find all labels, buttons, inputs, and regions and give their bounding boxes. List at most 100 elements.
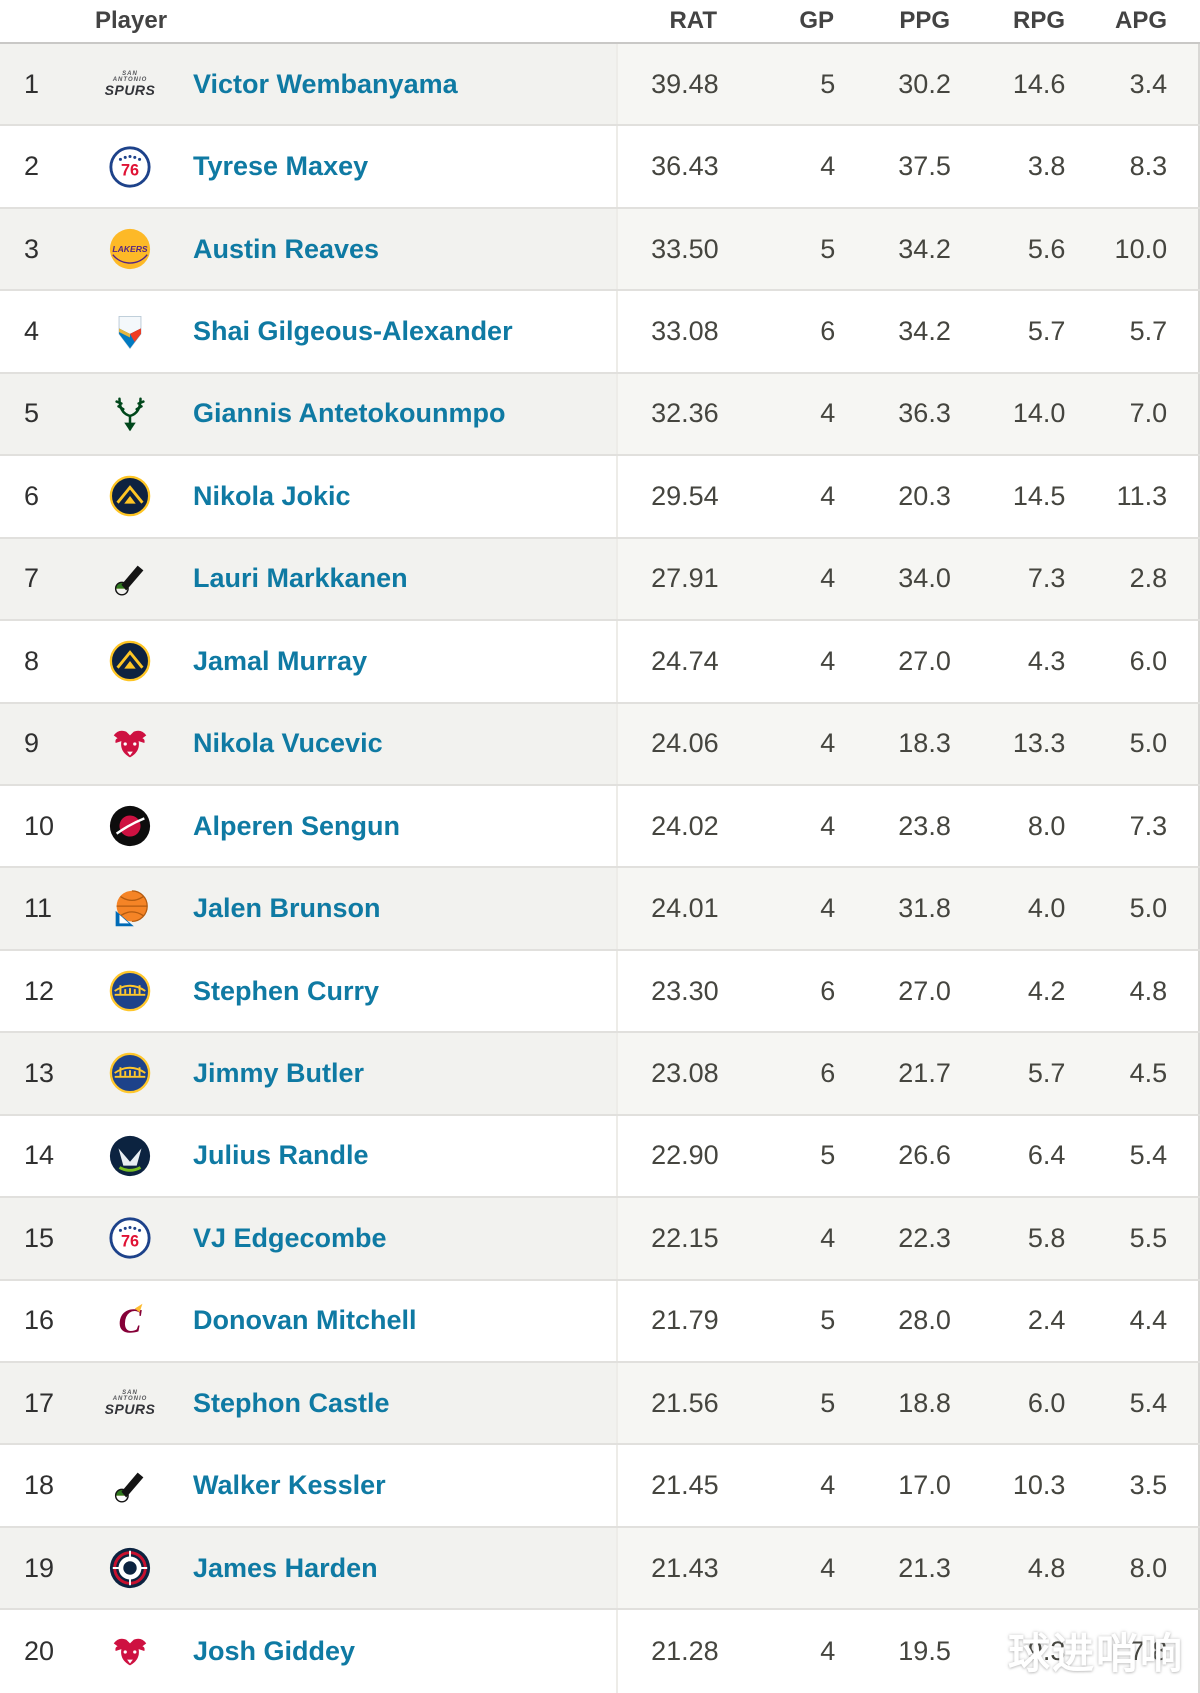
stat-rpg: 5.7: [1027, 316, 1066, 347]
rank-value: 6: [24, 480, 40, 511]
stat-cells: 21.79 5 28.0 2.4 4.4: [616, 1280, 1200, 1361]
team-logo-nuggets-icon[interactable]: [107, 621, 153, 701]
table-row: 9 Nikola Vucevic 24.06 4 18.3 13.3 5.0: [0, 703, 1200, 786]
player-link[interactable]: Jimmy Butler: [193, 1057, 365, 1088]
column-header-rpg[interactable]: RPG: [1012, 7, 1065, 34]
team-logo-jazz-icon[interactable]: [107, 1445, 153, 1525]
table-row: 14 Julius Randle 22.90 5 26.6 6.4 5.4: [0, 1115, 1200, 1199]
team-logo-nuggets-icon[interactable]: [107, 456, 153, 536]
team-logo-warriors-icon[interactable]: [107, 951, 153, 1031]
team-logo-sixers-icon[interactable]: 76: [107, 126, 153, 206]
stat-ppg: 30.2: [898, 68, 951, 99]
column-header-ppg[interactable]: PPG: [899, 7, 950, 34]
rank-value: 16: [24, 1305, 55, 1336]
team-logo-bulls-icon[interactable]: [107, 704, 153, 784]
stat-rpg: 5.6: [1027, 233, 1066, 264]
stat-ppg: 31.8: [898, 893, 951, 924]
player-link[interactable]: Stephon Castle: [193, 1387, 390, 1418]
team-logo-lakers-icon[interactable]: LAKERS: [107, 209, 153, 289]
stat-cells: 24.74 4 27.0 4.3 6.0: [616, 621, 1200, 702]
stat-ppg: 37.5: [898, 151, 951, 182]
table-row: 16 C Donovan Mitchell 21.79 5 28.0 2.4 4.4: [0, 1280, 1200, 1363]
column-header-apg[interactable]: APG: [1114, 7, 1167, 34]
player-link[interactable]: Shai Gilgeous-Alexander: [193, 316, 513, 347]
rank-value: 3: [24, 233, 40, 264]
stat-apg: 8.3: [1129, 151, 1168, 182]
stat-rat: 21.79: [651, 1305, 719, 1336]
player-link[interactable]: Lauri Markkanen: [193, 563, 408, 594]
rank-value: 19: [24, 1552, 55, 1583]
team-logo-bulls-icon[interactable]: [107, 1610, 153, 1692]
table-row: 6 Nikola Jokic 29.54 4 20.3 14.5 11.3: [0, 456, 1200, 539]
player-link[interactable]: Stephen Curry: [193, 975, 380, 1006]
player-link[interactable]: Nikola Jokic: [193, 480, 351, 511]
team-logo-sixers-icon[interactable]: 76: [107, 1198, 153, 1278]
player-link[interactable]: Walker Kessler: [193, 1470, 386, 1501]
rank-value: 10: [24, 810, 55, 841]
team-logo-wolves-icon[interactable]: [107, 1116, 153, 1196]
stat-rat: 21.45: [651, 1470, 719, 1501]
stat-apg: 4.5: [1129, 1057, 1168, 1088]
player-link[interactable]: Nikola Vucevic: [193, 728, 383, 759]
player-link[interactable]: Giannis Antetokounmpo: [193, 398, 506, 429]
stat-rpg: 10.3: [1012, 1470, 1066, 1501]
player-link[interactable]: Jalen Brunson: [193, 893, 381, 924]
stat-gp: 5: [820, 233, 836, 264]
svg-text:76: 76: [121, 161, 139, 179]
column-header-gp[interactable]: GP: [799, 7, 834, 34]
stat-gp: 4: [820, 728, 836, 759]
player-link[interactable]: James Harden: [193, 1552, 378, 1583]
stat-ppg: 18.8: [898, 1387, 951, 1418]
stat-column-headers: RAT GP PPG RPG APG: [616, 0, 1200, 42]
team-logo-cavs-icon[interactable]: C: [107, 1281, 153, 1361]
team-logo-knicks-icon[interactable]: [107, 868, 153, 948]
rank-value: 5: [24, 398, 40, 429]
player-link[interactable]: Julius Randle: [193, 1140, 369, 1171]
stat-apg: 7.8: [1129, 1636, 1168, 1667]
rank-value: 8: [24, 645, 40, 676]
stat-apg: 7.3: [1129, 810, 1168, 841]
stat-gp: 4: [820, 563, 836, 594]
column-header-rat[interactable]: RAT: [669, 7, 717, 34]
table-row: 15 76 VJ Edgecombe 22.15 4 22.3 5.8 5.5: [0, 1198, 1200, 1281]
rank-value: 18: [24, 1470, 55, 1501]
team-logo-thunder-icon[interactable]: [107, 291, 153, 371]
stat-rat: 21.43: [651, 1552, 719, 1583]
stat-gp: 4: [820, 151, 836, 182]
team-logo-clippers-icon[interactable]: [107, 1528, 153, 1608]
stat-rat: 24.01: [651, 893, 719, 924]
player-link[interactable]: Austin Reaves: [193, 233, 380, 264]
stat-cells: 24.06 4 18.3 13.3 5.0: [616, 703, 1200, 784]
player-link[interactable]: VJ Edgecombe: [193, 1222, 387, 1253]
team-logo-jazz-icon[interactable]: [107, 539, 153, 619]
table-row: 13 Jimmy Butler 23.08 6 21.7 5.7 4.5: [0, 1033, 1200, 1116]
player-link[interactable]: Jamal Murray: [193, 645, 368, 676]
team-logo-spurs-icon[interactable]: SAN ANTONIO SPURS: [104, 1390, 156, 1418]
table-row: 1 SAN ANTONIO SPURS Victor Wembanyama 39.48 5…: [0, 44, 1200, 127]
team-logo-rockets-icon[interactable]: [107, 786, 153, 866]
stat-ppg: 20.3: [898, 480, 951, 511]
stat-rat: 33.50: [651, 233, 719, 264]
stat-gp: 4: [820, 893, 836, 924]
stat-gp: 5: [820, 1387, 836, 1418]
stat-rat: 23.30: [651, 975, 719, 1006]
team-logo-bucks-icon[interactable]: [107, 374, 153, 454]
rank-value: 9: [24, 728, 40, 759]
player-link[interactable]: Alperen Sengun: [193, 810, 401, 841]
svg-text:76: 76: [121, 1233, 139, 1251]
player-link[interactable]: Josh Giddey: [193, 1636, 356, 1667]
stat-gp: 4: [820, 480, 836, 511]
player-link[interactable]: Tyrese Maxey: [193, 151, 369, 182]
stat-rpg: 4.0: [1027, 893, 1066, 924]
stat-rat: 22.15: [651, 1222, 719, 1253]
stat-cells: 24.01 4 31.8 4.0 5.0: [616, 868, 1200, 949]
player-link[interactable]: Victor Wembanyama: [193, 68, 458, 99]
team-logo-warriors-icon[interactable]: [107, 1033, 153, 1113]
player-link[interactable]: Donovan Mitchell: [193, 1305, 417, 1336]
team-logo-spurs-icon[interactable]: SAN ANTONIO SPURS: [104, 71, 156, 99]
table-row: 20 Josh Giddey 21.28 4 19.5 9.3 7.8: [0, 1610, 1200, 1693]
stat-ppg: 28.0: [898, 1305, 951, 1336]
stat-cells: 36.43 4 37.5 3.8 8.3: [616, 126, 1200, 207]
column-header-player[interactable]: Player: [95, 7, 168, 34]
stat-cells: 32.36 4 36.3 14.0 7.0: [616, 373, 1200, 455]
